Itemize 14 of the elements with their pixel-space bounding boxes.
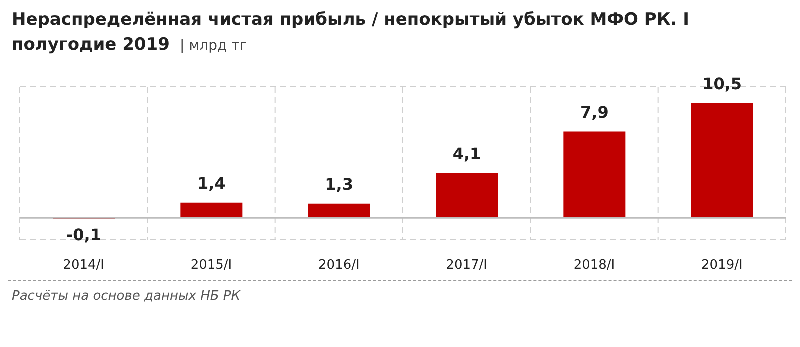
data-label: 7,9	[580, 102, 609, 122]
data-label: 1,3	[325, 174, 354, 194]
text: Расчёты на основе данных НБ РК	[12, 289, 242, 304]
x-tick-label: 2018/I	[574, 258, 616, 274]
data-label: 10,5	[702, 74, 742, 94]
x-tick-label: 2017/I	[446, 258, 488, 274]
x-tick-label: 2015/I	[190, 258, 232, 274]
chart-subtitle: | млрд тг	[180, 38, 248, 54]
data-label: -0,1	[66, 225, 102, 244]
data-label: 1,4	[197, 174, 226, 193]
data-label: 4,1	[452, 144, 482, 164]
x-tick-label: 2014/I	[63, 258, 104, 274]
x-tick-label: 2019/I	[702, 258, 743, 274]
x-tick-label: 2016/I	[318, 258, 360, 274]
